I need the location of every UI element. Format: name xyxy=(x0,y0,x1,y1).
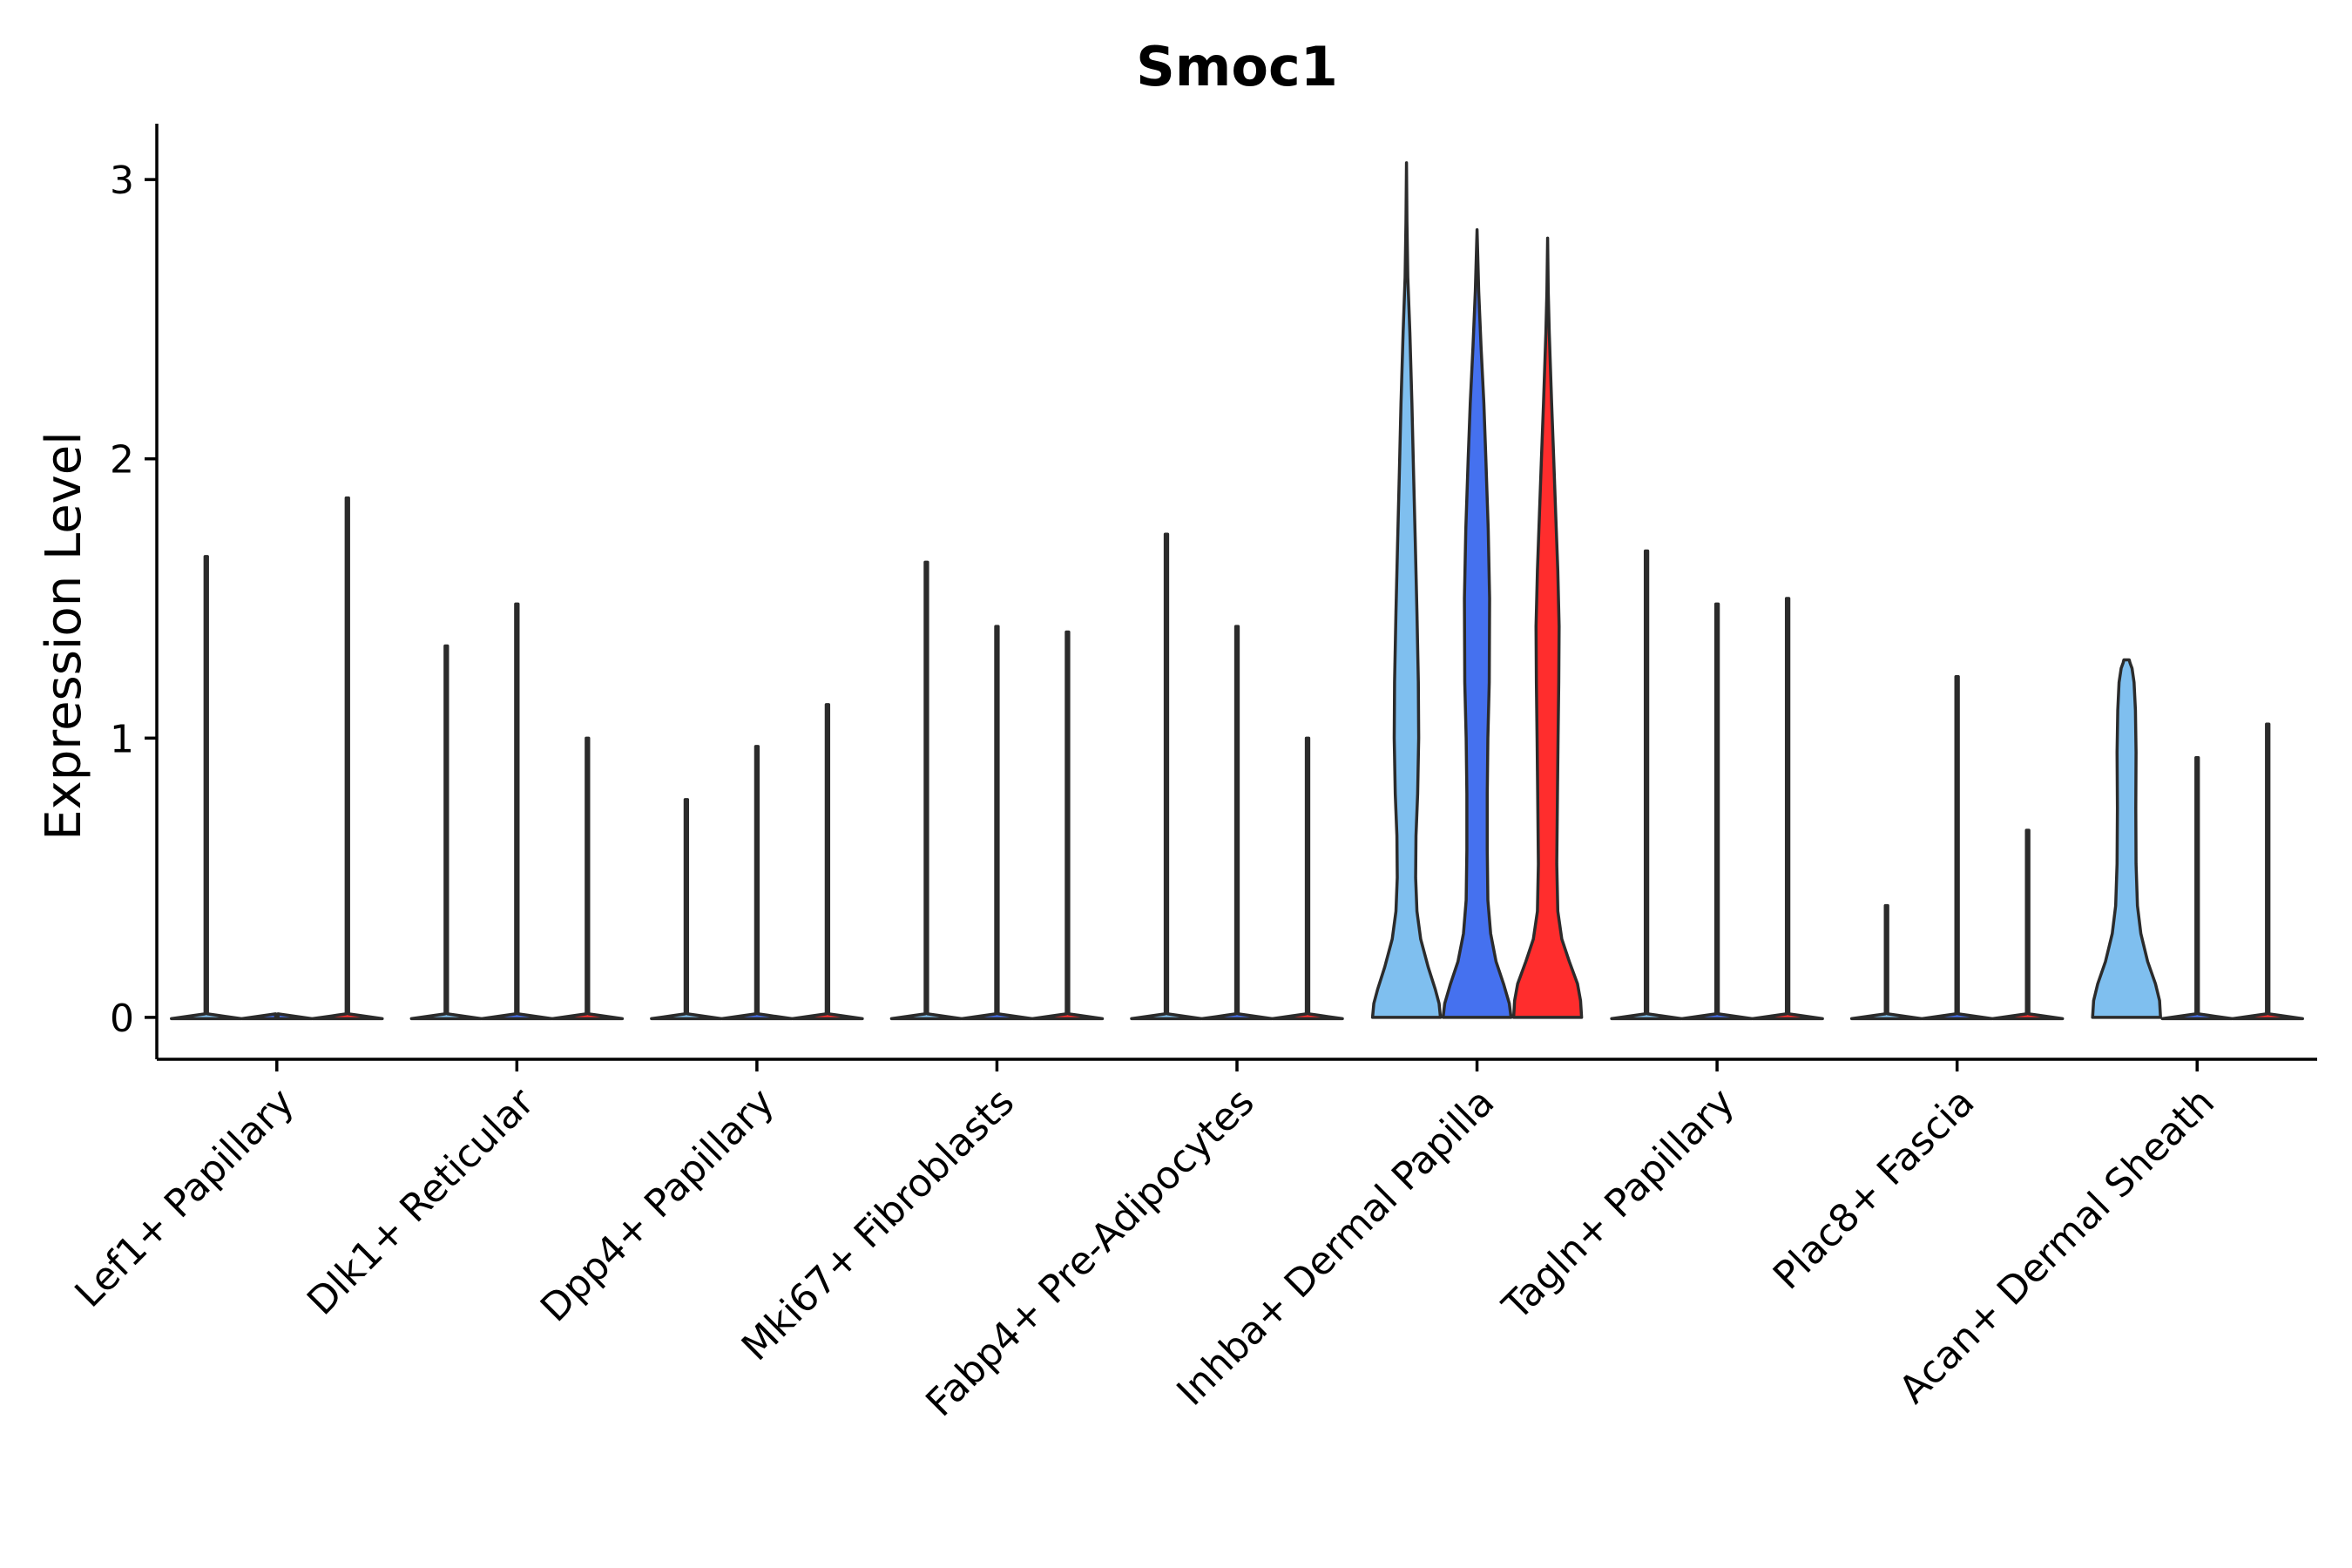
y-tick-label: 1 xyxy=(110,717,134,761)
violin-shape xyxy=(170,555,243,1021)
violin-shape xyxy=(1370,161,1443,1019)
violin-shape xyxy=(889,560,963,1021)
violin-shape xyxy=(480,602,554,1021)
violin-shape xyxy=(409,644,483,1021)
x-tick-label: Lef1+ Papillary xyxy=(66,1080,302,1316)
x-tick-label: Mki67+ Fibroblasts xyxy=(733,1080,1023,1369)
y-axis-ticks: 0 1 2 3 xyxy=(110,159,157,1041)
violin-shape xyxy=(1271,736,1344,1021)
violin-shape xyxy=(1031,630,1105,1021)
violin-shape xyxy=(1680,602,1754,1021)
violin-shape xyxy=(1130,532,1203,1021)
violin-shape xyxy=(1849,903,1923,1021)
violin-shape xyxy=(2091,658,2162,1019)
violin-shape xyxy=(311,496,384,1021)
violin-shape xyxy=(650,798,723,1021)
chart-title: Smoc1 xyxy=(1136,35,1338,98)
violin-shape xyxy=(960,625,1034,1021)
violin-shape xyxy=(1441,228,1513,1019)
violin-shape xyxy=(240,1012,314,1021)
violin-shape xyxy=(720,745,794,1021)
x-tick-label: Dpp4+ Papillary xyxy=(532,1080,783,1331)
y-tick-label: 2 xyxy=(110,438,134,483)
y-axis-title: Expression Level xyxy=(36,431,92,841)
x-tick-label: Tagln+ Papillary xyxy=(1494,1080,1743,1329)
violin-shape xyxy=(1200,625,1274,1021)
y-tick-label: 3 xyxy=(110,159,134,203)
violin-shape xyxy=(1610,549,1683,1021)
violin-shape xyxy=(2231,722,2304,1021)
x-tick-label: Plac8+ Fascia xyxy=(1765,1080,1984,1299)
violin-shape xyxy=(1751,597,1824,1021)
y-tick-label: 0 xyxy=(110,997,134,1041)
violin-shape xyxy=(2160,756,2234,1021)
violin-shape xyxy=(1511,236,1584,1019)
violin-shape xyxy=(1990,828,2065,1021)
violin-shape xyxy=(551,736,625,1021)
violin-group xyxy=(170,161,2304,1021)
x-tick-label: Dlk1+ Reticular xyxy=(299,1079,544,1324)
violin-shape xyxy=(791,703,864,1021)
violin-shape xyxy=(1920,675,1994,1021)
